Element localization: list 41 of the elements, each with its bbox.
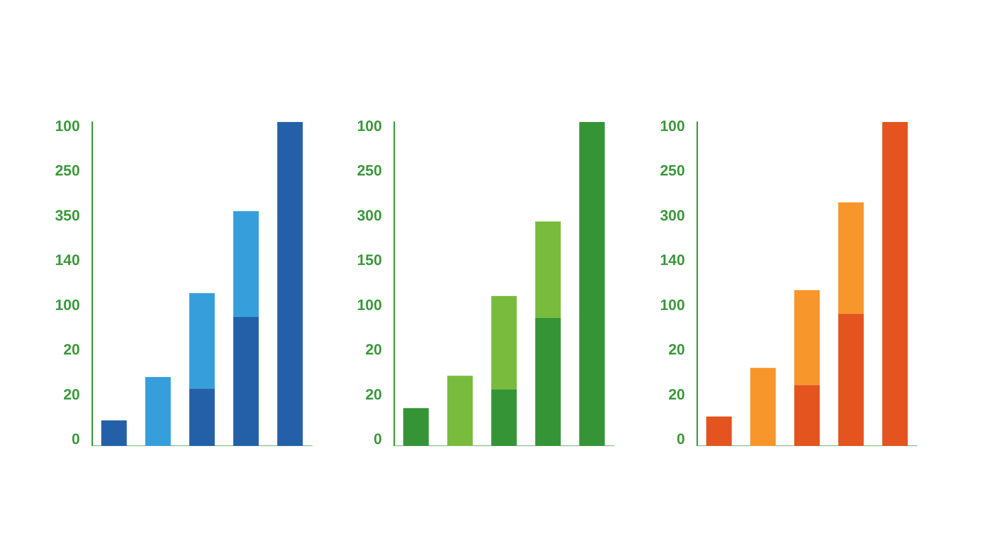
bar [750, 368, 776, 446]
text: 100 [54, 296, 80, 314]
text: 140 [660, 252, 685, 270]
text: 250 [356, 162, 382, 180]
text: 140 [54, 252, 80, 270]
bar [794, 290, 820, 386]
text: 20 [63, 342, 80, 359]
bar [706, 416, 732, 446]
bar [447, 376, 473, 446]
text: 250 [54, 162, 80, 180]
bar [838, 202, 864, 314]
bar [233, 317, 259, 446]
bar [233, 211, 259, 318]
text: 20 [668, 342, 685, 359]
text: 100 [660, 118, 685, 135]
text: 0 [374, 431, 382, 448]
text: 100 [660, 296, 685, 314]
text: 20 [365, 386, 382, 404]
text: 300 [660, 207, 685, 224]
text: 0 [72, 431, 80, 448]
text: 300 [356, 207, 382, 224]
text: 100 [54, 118, 80, 135]
text: 150 [356, 252, 382, 270]
bar [101, 420, 127, 446]
bar [491, 296, 517, 390]
text: 0 [676, 431, 685, 448]
text: 20 [63, 386, 80, 404]
bar [145, 376, 171, 446]
text: 20 [668, 386, 685, 404]
text: 20 [365, 342, 382, 359]
bar [882, 122, 908, 446]
bar [189, 388, 215, 446]
bar [535, 221, 561, 318]
bar [838, 314, 864, 446]
text: 100 [356, 118, 382, 135]
bar [189, 293, 215, 389]
bar [794, 385, 820, 446]
text: 100 [356, 296, 382, 314]
text: 250 [660, 162, 685, 180]
text: 350 [54, 207, 80, 224]
bar [277, 122, 303, 446]
